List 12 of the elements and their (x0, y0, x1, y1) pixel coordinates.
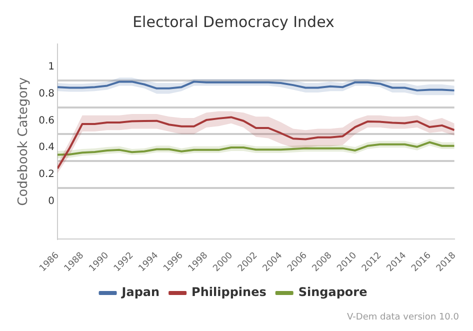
y-tick-label: 0.6 (38, 115, 55, 126)
y-tick-label: 0.2 (38, 169, 55, 180)
legend-label: Japan (120, 285, 160, 300)
y-tick-label: 0.4 (38, 142, 55, 154)
legend-label: Philippines (192, 285, 266, 300)
y-tick-label: 0 (48, 196, 55, 208)
text: V-Dem data version 10.0 (347, 312, 460, 322)
y-tick-label: 1 (48, 61, 55, 72)
y-tick-label: 0.8 (38, 88, 55, 100)
legend-label: Singapore (298, 285, 368, 300)
chart-title: Electoral Democracy Index (132, 12, 335, 31)
y-axis-title: Codebook Category (16, 77, 32, 206)
